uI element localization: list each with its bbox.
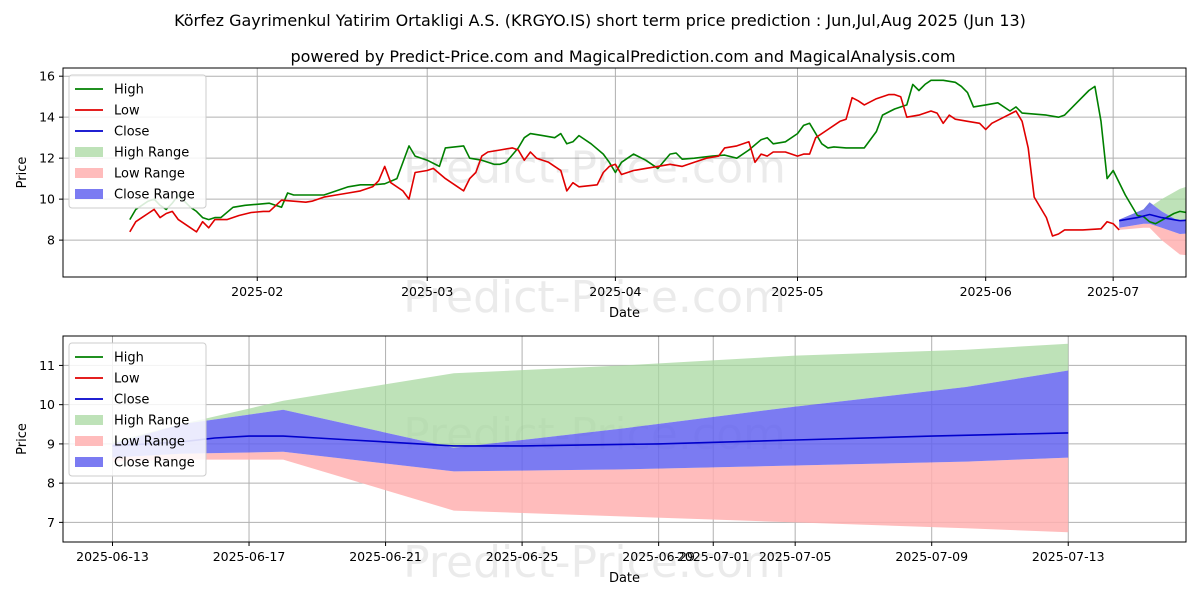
legend-high-label: High: [114, 83, 144, 98]
x-tick-label: 2025-03: [401, 284, 453, 299]
close-range-band: [112, 370, 1069, 472]
y-tick-label: 16: [39, 69, 55, 84]
close-series-line: [1119, 213, 1186, 222]
legend-close-label: Close: [114, 393, 149, 408]
y-tick-label: 10: [39, 192, 55, 207]
chart-subtitle: powered by Predict-Price.com and Magical…: [290, 47, 955, 66]
bottom-panel: Predict-Price.comPredict-Price.com2025-0…: [15, 335, 1187, 588]
close-range-band: [1119, 202, 1186, 234]
y-tick-label: 8: [47, 476, 55, 491]
legend-high-label: High: [114, 351, 144, 366]
legend-high-range-label: High Range: [114, 414, 189, 429]
x-tick-label: 2025-07-09: [895, 549, 968, 564]
x-tick-label: 2025-05: [771, 284, 823, 299]
legend: High Low Close High Range Low Range Close Ran…: [68, 342, 207, 477]
y-tick-label: 11: [39, 358, 55, 373]
x-axis-label: Date: [609, 306, 640, 321]
x-tick-label: 2025-06-13: [76, 549, 149, 564]
legend-box: [68, 74, 207, 209]
watermark-text: Predict-Price.com: [403, 272, 786, 323]
x-tick-label: 2025-04: [589, 284, 641, 299]
low-range-band: [112, 451, 1069, 533]
x-tick-label: 2025-06: [960, 284, 1012, 299]
x-tick-label: 2025-06-25: [486, 549, 559, 564]
chart-title: Körfez Gayrimenkul Yatirim Ortakligi A.S…: [174, 11, 1026, 30]
legend-high-range-swatch: [75, 147, 103, 157]
x-tick-label: 2025-07: [1087, 284, 1139, 299]
x-tick-label: 2025-06-29: [622, 549, 695, 564]
x-axis-label: Date: [609, 571, 640, 586]
legend-close-range-swatch: [75, 457, 103, 467]
x-tick-label: 2025-06-21: [349, 549, 422, 564]
legend-close-label: Close: [114, 125, 149, 140]
y-axis-label: Price: [15, 157, 30, 189]
y-tick-label: 8: [47, 233, 55, 248]
x-tick-label: 2025-07-05: [759, 549, 832, 564]
legend-low-range-swatch: [75, 436, 103, 446]
legend-low-range-label: Low Range: [114, 435, 185, 450]
grid-lines: [63, 68, 1186, 277]
axes-frame: [62, 335, 1187, 543]
x-axis: 2025-02 2025-03 2025-04 2025-05 2025-06 2025-…: [231, 277, 1139, 321]
legend-close-range-label: Close Range: [114, 456, 195, 471]
legend-high-range-swatch: [75, 415, 103, 425]
y-tick-label: 10: [39, 397, 55, 412]
high-range-band: [112, 343, 1069, 448]
x-tick-label: 2025-06-17: [213, 549, 286, 564]
y-axis: 8 10 12 14 16 Price: [15, 69, 63, 248]
legend-low-label: Low: [114, 104, 140, 119]
legend-low-range-swatch: [75, 168, 103, 178]
legend-high-range-label: High Range: [114, 146, 189, 161]
top-panel: Predict-Price.comPredict-Price.com2025-0…: [15, 67, 1187, 323]
low-series-line: [129, 93, 1120, 237]
y-axis-label: Price: [15, 423, 30, 455]
x-tick-label: 2025-07-13: [1032, 549, 1105, 564]
low-range-band: [1119, 223, 1186, 256]
legend: High Low Close High Range Low Range Close Ran…: [68, 74, 207, 209]
y-tick-label: 14: [39, 110, 55, 125]
high-series-line: [129, 79, 1186, 225]
x-tick-label: 2025-07-01: [677, 549, 750, 564]
y-tick-label: 12: [39, 151, 55, 166]
legend-low-label: Low: [114, 372, 140, 387]
axes-frame: [62, 67, 1187, 278]
plot-area: [112, 343, 1069, 533]
y-tick-label: 7: [47, 515, 55, 530]
plot-area: [129, 79, 1186, 256]
y-tick-label: 9: [47, 436, 55, 451]
legend-box: [68, 342, 207, 477]
legend-close-range-label: Close Range: [114, 188, 195, 203]
x-tick-label: 2025-02: [231, 284, 283, 299]
y-axis: 7 8 9 10 11 Price: [15, 358, 63, 530]
legend-low-range-label: Low Range: [114, 167, 185, 182]
watermark-text: Predict-Price.com: [403, 537, 786, 588]
x-axis: 2025-06-13 2025-06-17 2025-06-21 2025-06-25…: [76, 542, 1105, 586]
legend-close-range-swatch: [75, 189, 103, 199]
